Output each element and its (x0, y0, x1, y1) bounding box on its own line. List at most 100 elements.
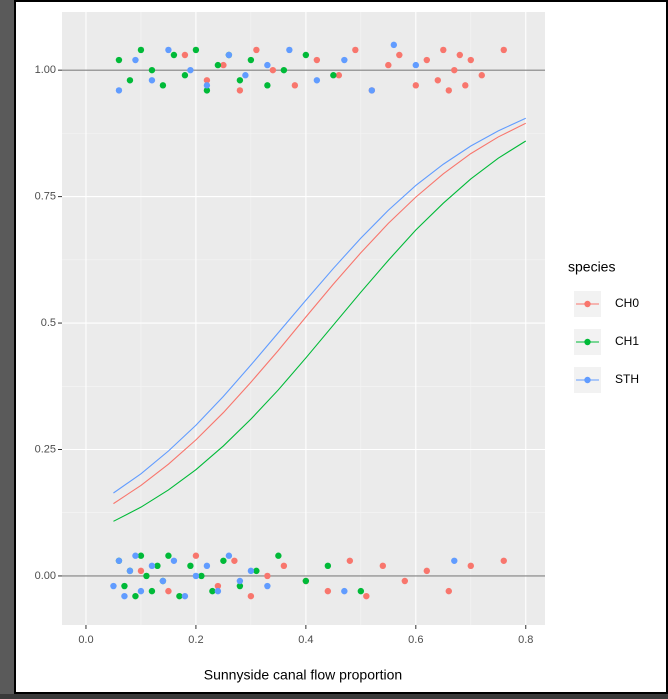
point (264, 82, 271, 89)
point (220, 61, 227, 69)
legend-dot (584, 338, 591, 346)
point (126, 567, 134, 575)
y-tick-label: 0.75 (35, 191, 56, 203)
point (170, 557, 178, 564)
point (286, 46, 293, 54)
legend-label: CH0 (615, 296, 639, 310)
legend-dot (584, 376, 591, 384)
background-photo-strip (0, 0, 14, 694)
x-tick-label: 0.6 (408, 634, 423, 646)
point (390, 41, 398, 49)
point (423, 567, 431, 575)
point (467, 56, 474, 64)
point (412, 61, 420, 69)
point (445, 87, 452, 94)
point (225, 51, 233, 59)
y-tick-label: 0.00 (35, 570, 56, 582)
x-tick-label: 0.2 (188, 634, 203, 646)
point (313, 77, 321, 84)
fit-curve (113, 117, 526, 494)
point (214, 587, 222, 595)
point (313, 56, 321, 64)
point (357, 587, 365, 595)
point (451, 66, 458, 74)
legend-title: species (568, 259, 615, 275)
point (379, 562, 387, 570)
point (132, 592, 139, 600)
point (115, 557, 123, 564)
point (220, 557, 227, 564)
point (159, 577, 167, 585)
point (401, 577, 409, 585)
point (434, 77, 442, 84)
fit-curve (113, 140, 527, 522)
point (115, 87, 123, 94)
point (148, 587, 156, 595)
point (396, 51, 403, 59)
point (187, 66, 194, 74)
point (462, 82, 469, 89)
point (242, 72, 249, 79)
point (412, 82, 420, 89)
point (126, 77, 134, 84)
point (181, 592, 189, 600)
point (203, 77, 211, 84)
point (225, 552, 233, 559)
point (192, 552, 200, 559)
point (269, 66, 277, 74)
point (137, 567, 145, 575)
point (330, 72, 337, 79)
point (187, 562, 194, 570)
point (236, 577, 244, 585)
point (121, 582, 128, 590)
point (368, 87, 376, 94)
point (302, 51, 310, 59)
x-tick-label: 0.0 (78, 634, 93, 646)
x-axis-title: Sunnyside canal flow proportion (204, 667, 402, 683)
legend-label: CH1 (615, 334, 639, 348)
point (440, 46, 447, 54)
point (500, 557, 507, 564)
point (192, 46, 200, 54)
point (264, 582, 271, 590)
point (253, 46, 260, 54)
point (209, 587, 216, 595)
point (148, 66, 156, 74)
point (363, 592, 370, 600)
point (264, 61, 271, 69)
point (500, 46, 507, 54)
point (385, 61, 392, 69)
point (280, 66, 288, 74)
point (203, 82, 211, 89)
point (214, 582, 222, 590)
y-tick-label: 1.00 (35, 64, 56, 76)
point (132, 56, 139, 64)
point (198, 572, 205, 580)
point (275, 552, 282, 559)
point (143, 572, 150, 580)
point (137, 552, 145, 559)
fit-curve (113, 122, 527, 505)
point (352, 46, 359, 54)
point (335, 72, 343, 79)
legend-dot (584, 300, 591, 308)
point (341, 56, 348, 64)
point (165, 552, 172, 559)
point (176, 592, 183, 600)
plot-panel (62, 12, 545, 625)
point (181, 72, 189, 79)
point (346, 557, 354, 564)
point (236, 582, 244, 590)
point (159, 82, 167, 89)
point (478, 72, 485, 79)
point (247, 567, 255, 575)
point (110, 582, 117, 590)
point (203, 562, 211, 570)
x-tick-label: 0.8 (518, 634, 533, 646)
point (324, 562, 332, 570)
point (247, 592, 255, 600)
y-tick-label: 0.5 (41, 317, 56, 329)
point (165, 46, 172, 54)
point (192, 572, 200, 580)
